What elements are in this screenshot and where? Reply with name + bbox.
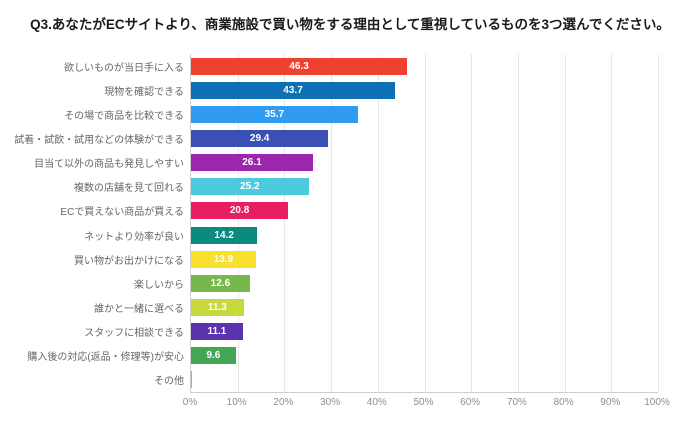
x-tick-label: 90% bbox=[600, 397, 621, 408]
bar-row: 14.2 bbox=[191, 223, 658, 247]
bar-row: 13.9 bbox=[191, 247, 658, 271]
bar: 26.1 bbox=[191, 154, 313, 172]
bar-row: 26.1 bbox=[191, 151, 658, 175]
bar-value-label: 43.7 bbox=[283, 84, 303, 96]
bar-row: 35.7 bbox=[191, 102, 658, 126]
plot-area: 46.3 43.7 35.7 29.4 26.1 25.2 20.8 14.2 13.9 12.6… bbox=[190, 54, 659, 393]
category-label: ECで買えない商品が買える bbox=[60, 207, 184, 219]
gridline bbox=[564, 54, 566, 392]
bar-value-label: 11.3 bbox=[207, 301, 227, 313]
bar: 29.4 bbox=[191, 129, 329, 147]
bar: 11.1 bbox=[191, 323, 243, 341]
bar: 25.2 bbox=[191, 178, 309, 196]
bar-row: 25.2 bbox=[191, 175, 658, 199]
category-label: その場で商品を比較できる bbox=[64, 110, 184, 122]
bar-value-label: 29.4 bbox=[249, 132, 270, 144]
bar: 14.2 bbox=[191, 226, 258, 244]
bar-row: 29.4 bbox=[191, 126, 658, 150]
category-label: ネットより効率が良い bbox=[84, 231, 184, 243]
bar-value-label: 25.2 bbox=[240, 181, 260, 193]
gridline bbox=[377, 54, 379, 392]
category-label: 試着・試飲・試用などの体験ができる bbox=[14, 134, 184, 146]
category-label: 誰かと一緒に選べる bbox=[94, 303, 184, 315]
bar-value-label: 14.2 bbox=[214, 229, 234, 241]
category-label: 購入後の対応(返品・修理等)が安心 bbox=[27, 352, 184, 364]
category-label: 欲しいものが当日手に入る bbox=[64, 62, 184, 74]
bar: 11.3 bbox=[191, 298, 244, 316]
bar-row: 46.3 bbox=[191, 54, 658, 78]
bar-value-label: 9.6 bbox=[206, 350, 221, 362]
category-label: 楽しいから bbox=[134, 279, 184, 291]
gridline bbox=[284, 54, 286, 392]
x-tick-label: 30% bbox=[320, 397, 341, 408]
category-label: 複数の店舗を見て回れる bbox=[74, 183, 184, 195]
x-axis: 0% 10% 20% 30% 40% 50% 60% 70% 80% 90% 100% bbox=[183, 397, 670, 413]
bar: 12.6 bbox=[191, 274, 250, 292]
x-tick-label: 80% bbox=[553, 397, 574, 408]
bar: 35.7 bbox=[191, 105, 358, 123]
bar: 46.3 bbox=[191, 57, 408, 75]
gridline bbox=[611, 54, 613, 392]
x-tick-label: 10% bbox=[226, 397, 247, 408]
bar-row bbox=[191, 368, 658, 392]
gridline bbox=[658, 54, 659, 392]
bar-value-label: 20.8 bbox=[229, 205, 250, 217]
bar-value-label: 13.9 bbox=[213, 253, 234, 265]
bar-value-label: 12.6 bbox=[210, 277, 231, 289]
category-label: スタッフに相談できる bbox=[84, 328, 184, 340]
bar: 13.9 bbox=[191, 250, 256, 268]
bar-row: 11.1 bbox=[191, 320, 658, 344]
x-tick-label: 60% bbox=[460, 397, 481, 408]
gridline bbox=[424, 54, 426, 392]
bar: 43.7 bbox=[191, 81, 396, 99]
category-label: その他 bbox=[154, 376, 184, 388]
x-tick-label: 100% bbox=[644, 397, 670, 408]
x-tick-label: 40% bbox=[366, 397, 387, 408]
gridline bbox=[331, 54, 333, 392]
chart-title: Q3.あなたがECサイトより、商業施設で買い物をする理由として重視しているものを… bbox=[30, 17, 670, 32]
bar-row: 43.7 bbox=[191, 78, 658, 102]
bar: 9.6 bbox=[191, 347, 236, 365]
bar: 20.8 bbox=[191, 202, 289, 220]
x-tick-label: 0% bbox=[182, 397, 198, 408]
category-label: 現物を確認できる bbox=[104, 86, 184, 98]
gridline bbox=[517, 54, 519, 392]
bar-row: 12.6 bbox=[191, 271, 658, 295]
bar-value-label: 11.1 bbox=[207, 326, 227, 338]
x-tick-label: 20% bbox=[273, 397, 294, 408]
bar-value-label: 35.7 bbox=[264, 108, 285, 120]
bar bbox=[191, 371, 193, 389]
bar-value-label: 46.3 bbox=[289, 60, 309, 72]
bar-row: 20.8 bbox=[191, 199, 658, 223]
category-axis: 欲しいものが当日手に入る現物を確認できるその場で商品を比較できる試着・試飲・試用… bbox=[0, 54, 184, 392]
gridline bbox=[237, 54, 239, 392]
x-tick-label: 70% bbox=[506, 397, 527, 408]
gridline bbox=[471, 54, 473, 392]
category-label: 買い物がお出かけになる bbox=[74, 255, 184, 267]
bar-row: 11.3 bbox=[191, 295, 658, 319]
x-tick-label: 50% bbox=[413, 397, 434, 408]
bar-value-label: 26.1 bbox=[242, 157, 262, 169]
category-label: 目当て以外の商品も発見しやすい bbox=[34, 159, 184, 171]
bar-row: 9.6 bbox=[191, 344, 658, 368]
